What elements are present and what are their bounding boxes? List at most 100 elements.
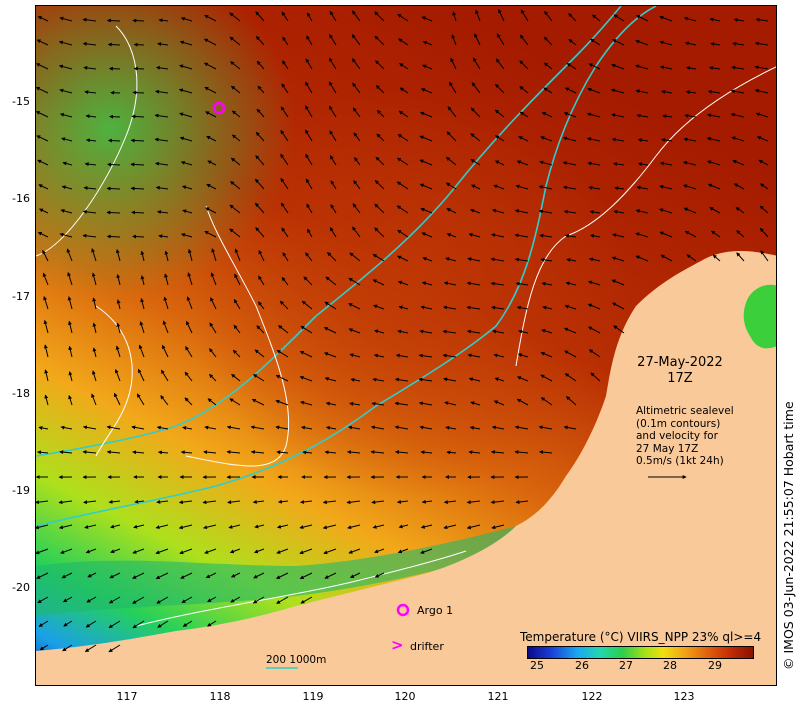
lon-tick-label: 117 [116,690,138,703]
velocity-arrow [106,450,121,455]
velocity-arrow [62,644,73,652]
velocity-arrow [114,368,121,382]
velocity-arrow [637,162,649,167]
velocity-arrow [399,87,409,94]
velocity-arrow [686,254,697,262]
velocity-arrow [181,185,193,190]
velocity-arrow [227,500,241,505]
velocity-arrow [230,596,241,603]
velocity-arrow [209,348,217,358]
velocity-arrow [58,64,73,70]
velocity-arrow [253,572,265,579]
velocity-arrow [258,249,265,262]
velocity-arrow [304,129,313,142]
velocity-arrow [758,159,769,166]
velocity-arrow [36,39,49,46]
velocity-arrow [733,183,745,190]
velocity-arrow [162,320,169,334]
velocity-arrow [685,90,697,95]
velocity-arrow [107,138,121,143]
lat-tick-label: -20 [12,581,30,594]
velocity-arrow [659,231,673,238]
velocity-arrow [348,548,361,554]
velocity-arrow [68,371,73,382]
velocity-arrow [418,401,433,406]
velocity-arrow [566,258,577,262]
velocity-arrow [280,129,289,142]
velocity-arrow [710,230,721,238]
velocity-arrow [252,499,265,504]
velocity-arrow [187,248,193,262]
velocity-arrow [658,208,673,214]
velocity-arrow [420,305,433,310]
velocity-arrow [351,34,361,46]
velocity-arrow [514,257,529,262]
velocity-arrow [204,230,217,238]
velocity-arrow [421,232,433,238]
velocity-arrow [469,208,481,214]
velocity-arrow [446,233,457,238]
velocity-arrow [231,373,241,382]
velocity-arrow [281,11,289,22]
velocity-arrow [419,159,433,166]
velocity-arrow [43,295,49,310]
velocity-arrow [562,136,577,142]
velocity-arrow [299,524,313,530]
velocity-arrow [514,233,529,238]
velocity-arrow [613,14,625,22]
velocity-arrow [564,87,577,94]
velocity-arrow [275,572,289,579]
velocity-arrow [275,399,289,406]
velocity-arrow [36,500,49,505]
velocity-arrow [660,65,673,70]
velocity-arrow [36,524,49,530]
velocity-arrow [635,89,649,94]
velocity-arrow [491,305,505,310]
velocity-arrow [541,328,553,334]
velocity-arrow [370,450,385,455]
velocity-arrow [134,499,145,504]
velocity-arrow [443,377,457,382]
velocity-arrow [131,114,145,119]
velocity-arrow [613,325,625,334]
velocity-arrow [349,353,361,358]
velocity-arrow [323,327,337,334]
velocity-arrow [491,425,505,430]
velocity-arrow [85,138,97,143]
velocity-arrow [397,13,409,22]
velocity-arrow [116,299,121,310]
velocity-arrow [353,180,361,190]
velocity-arrow [182,426,193,430]
velocity-arrow [231,110,241,118]
velocity-arrow [107,42,121,47]
velocity-arrow [515,281,529,286]
velocity-arrow [58,500,73,505]
lat-tick-label: -16 [12,192,30,205]
velocity-arrow [517,353,529,358]
velocity-arrow [730,89,745,94]
velocity-arrow [756,136,769,142]
velocity-arrow [138,344,145,358]
lon-tick-label: 120 [394,690,416,703]
argo-float-marker [212,101,226,115]
velocity-arrow [587,303,601,310]
velocity-arrow [329,10,337,22]
velocity-arrow [230,572,241,578]
velocity-arrow [754,88,769,94]
velocity-arrow [373,353,385,358]
colorbar-tick: 29 [708,659,722,672]
velocity-arrow [276,596,289,604]
velocity-arrow [110,548,121,554]
velocity-arrow [470,184,481,190]
velocity-arrow [710,42,721,47]
velocity-arrow [38,184,49,190]
velocity-arrow [352,82,361,94]
velocity-arrow [86,596,97,603]
velocity-arrow [588,185,601,190]
velocity-arrow [419,183,433,190]
colorbar-tick: 25 [530,659,544,672]
velocity-arrow [495,58,505,70]
velocity-arrow [209,322,217,334]
drifter-marker: > [391,636,404,654]
velocity-arrow [300,400,313,406]
